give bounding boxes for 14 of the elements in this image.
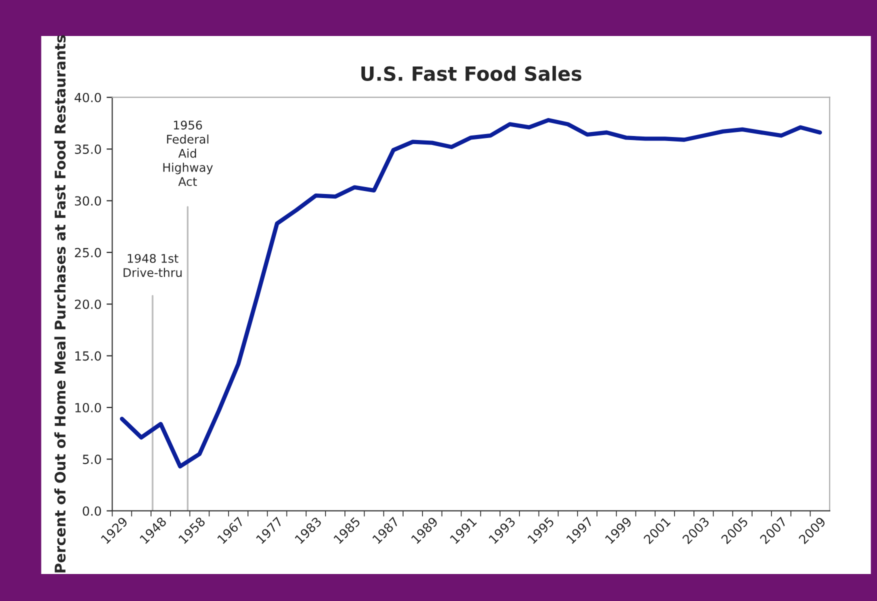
y-tick-label: 0.0 (82, 506, 102, 516)
y-tick-label: 15.0 (75, 351, 102, 361)
line-series (120, 118, 822, 468)
y-axis-title: Percent of Out of Home Meal Purchases at Fast Food Restaurants (54, 35, 66, 572)
y-tick-label: 40.0 (74, 92, 102, 102)
chart-title: U.S. Fast Food Sales (361, 66, 582, 81)
y-tick-label: 5.0 (82, 454, 102, 464)
annotation: 1948 1st Drive-thru (124, 254, 182, 278)
y-tick-label: 20.0 (74, 300, 102, 310)
annotation: 1956 Federal Aid Highway Act (163, 120, 213, 186)
y-tick-label: 30.0 (74, 196, 102, 206)
y-tick-label: 10.0 (75, 402, 102, 412)
y-tick-label: 35.0 (74, 144, 102, 154)
y-tick-label: 25.0 (74, 248, 102, 258)
